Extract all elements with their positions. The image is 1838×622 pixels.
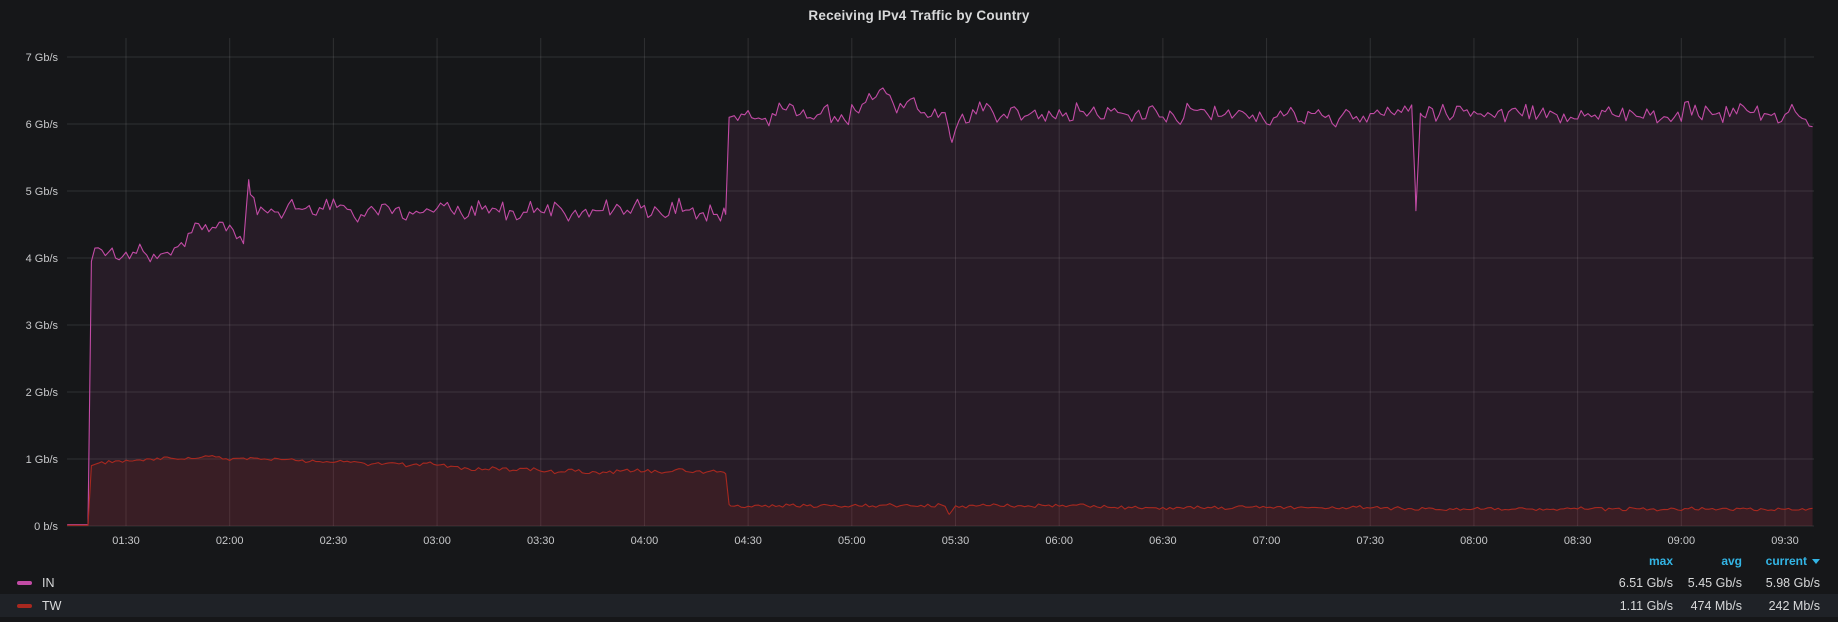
legend-sort-current[interactable]: current (1742, 554, 1820, 568)
x-axis-tick-label: 02:00 (216, 535, 244, 547)
x-axis-tick-label: 06:30 (1149, 535, 1177, 547)
x-axis-tick-label: 05:00 (838, 535, 866, 547)
x-axis-tick-label: 04:30 (734, 535, 762, 547)
series-area-tw (67, 455, 1813, 526)
series-label: IN (42, 575, 55, 590)
series-toggle-tw[interactable]: TW (17, 599, 1573, 613)
stat-avg: 474 Mb/s (1690, 598, 1742, 613)
series-line-in (67, 87, 1813, 526)
series-color-icon[interactable] (17, 603, 32, 608)
legend-sort-avg[interactable]: avg (1721, 554, 1742, 568)
stat-current: 242 Mb/s (1768, 598, 1820, 613)
stat-max: 6.51 Gb/s (1618, 575, 1673, 590)
x-axis-tick-label: 02:30 (320, 535, 348, 547)
series-label: TW (42, 598, 62, 613)
legend-header-row: max avg current (0, 551, 1838, 571)
x-axis-tick-label: 09:30 (1771, 535, 1799, 547)
y-axis-tick-label: 2 Gb/s (26, 387, 59, 399)
y-axis-tick-label: 1 Gb/s (26, 454, 59, 466)
panel-title[interactable]: Receiving IPv4 Traffic by Country (808, 8, 1030, 23)
stat-current: 5.98 Gb/s (1765, 575, 1820, 590)
series-area-in (67, 87, 1813, 527)
legend-row-tw: TW 1.11 Gb/s 474 Mb/s 242 Mb/s (0, 594, 1838, 617)
y-axis-tick-label: 7 Gb/s (26, 52, 59, 64)
x-axis-tick-label: 05:30 (942, 535, 970, 547)
x-axis-tick-label: 09:00 (1668, 535, 1696, 547)
y-axis-tick-label: 4 Gb/s (26, 253, 59, 265)
series-line-tw (67, 455, 1813, 526)
series-toggle-in[interactable]: IN (17, 576, 1573, 590)
stat-avg: 5.45 Gb/s (1687, 575, 1742, 590)
x-axis-tick-label: 03:00 (423, 535, 451, 547)
x-axis-tick-label: 03:30 (527, 535, 555, 547)
sort-descending-icon (1812, 558, 1820, 564)
legend-sort-max[interactable]: max (1648, 554, 1673, 568)
x-axis-tick-label: 07:00 (1253, 535, 1281, 547)
x-axis-tick-label: 01:30 (112, 535, 140, 547)
y-axis-tick-label: 6 Gb/s (26, 119, 59, 131)
y-axis-tick-label: 3 Gb/s (26, 320, 59, 332)
x-axis-tick-label: 04:00 (631, 535, 659, 547)
y-axis-tick-label: 0 b/s (34, 521, 58, 533)
x-axis-tick-label: 08:30 (1564, 535, 1592, 547)
legend-sort-current-label: current (1765, 554, 1807, 568)
x-axis-tick-label: 07:30 (1356, 535, 1384, 547)
x-axis-tick-label: 06:00 (1045, 535, 1073, 547)
series-color-icon[interactable] (17, 580, 32, 585)
y-axis-tick-label: 5 Gb/s (26, 186, 59, 198)
x-axis-tick-label: 08:00 (1460, 535, 1488, 547)
legend: max avg current IN 6.51 Gb/s 5.45 Gb/s 5… (0, 551, 1838, 622)
legend-row-in: IN 6.51 Gb/s 5.45 Gb/s 5.98 Gb/s (0, 571, 1838, 594)
stat-max: 1.11 Gb/s (1619, 598, 1673, 613)
